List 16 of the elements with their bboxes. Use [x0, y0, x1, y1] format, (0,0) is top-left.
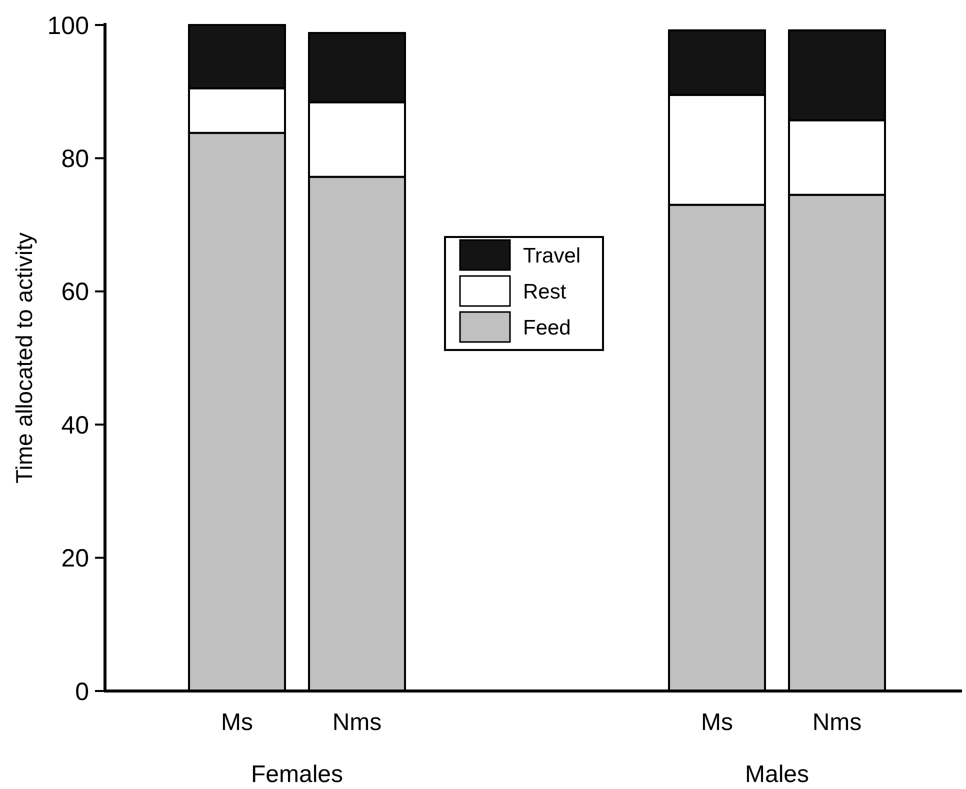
legend-label: Feed	[523, 316, 571, 340]
y-tick-label: 100	[47, 12, 89, 40]
y-tick-label: 0	[75, 678, 89, 706]
text: Males	[744, 761, 810, 788]
y-tick-label: 40	[61, 411, 89, 440]
legend-label: Rest	[523, 280, 566, 304]
y-tick-label: 80	[61, 144, 89, 173]
y-tick-label: 20	[61, 544, 89, 573]
x-tick-label: Nms	[812, 709, 862, 736]
y-tick-label: 60	[61, 278, 89, 306]
legend-label: Travel	[523, 244, 581, 268]
text: Females	[250, 761, 344, 788]
x-tick-label: Ms	[701, 709, 733, 736]
x-tick-label: Ms	[221, 709, 253, 736]
y-axis-title: Time allocated to activity	[11, 232, 37, 484]
x-tick-label: Nms	[332, 709, 382, 736]
